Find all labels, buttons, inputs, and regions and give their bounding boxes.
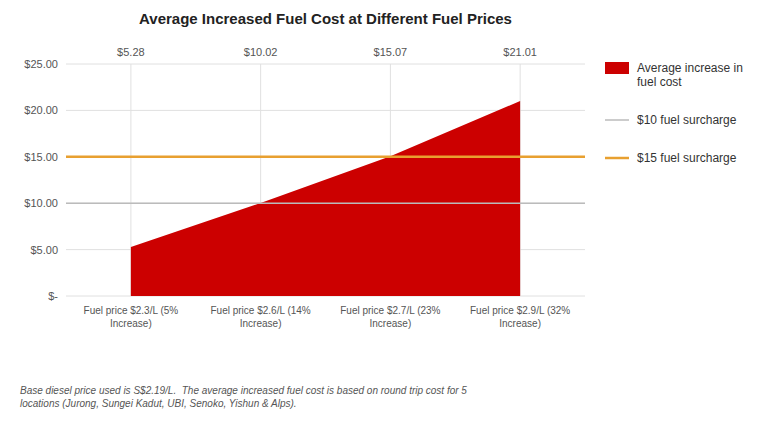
reference-line: [66, 202, 585, 204]
legend-swatch: [605, 62, 629, 74]
legend-swatch: [605, 157, 629, 160]
y-tick-label: $20.00: [24, 104, 58, 116]
reference-line: [66, 156, 585, 159]
data-label: $10.02: [244, 46, 278, 58]
x-tick-label: Fuel price $2.3/L (5% Increase): [84, 305, 179, 329]
legend-label: Average increase infuel cost: [637, 61, 743, 89]
text-line: Increase): [110, 318, 152, 329]
text-line: Fuel price $2.9/L (32%: [470, 305, 570, 316]
y-tick-label: $10.00: [24, 197, 58, 209]
text-line: Average increase in: [637, 61, 743, 75]
text-line: Fuel price $2.7/L (23%: [340, 305, 440, 316]
y-tick-label: $25.00: [24, 58, 58, 70]
y-tick-label: $-: [48, 290, 58, 302]
text-line: Increase): [370, 318, 412, 329]
chart: Average Increased Fuel Cost at Different…: [0, 0, 768, 422]
legend: Average increase infuel cost $10 fuel sur…: [605, 61, 743, 165]
text-line: Increase): [240, 318, 282, 329]
text-line: Fuel price $2.6/L (14%: [211, 305, 311, 316]
x-tick-label: Fuel price $2.9/L (32% Increase): [470, 305, 570, 329]
footnote: Base diesel price used is S$2.19/L. The …: [20, 385, 467, 409]
text-line: locations (Jurong, Sungei Kadut, UBI, Se…: [20, 398, 297, 409]
y-grid-line: [66, 64, 585, 65]
text-line: fuel cost: [637, 75, 682, 89]
y-tick-label: $5.00: [30, 244, 58, 256]
grid: [66, 64, 585, 296]
data-label: $15.07: [374, 46, 408, 58]
title: Average Increased Fuel Cost at Different…: [139, 10, 512, 27]
legend-label: $15 fuel surcharge: [637, 151, 737, 165]
y-grid-line: [66, 203, 585, 204]
x-tick-label: Fuel price $2.7/L (23% Increase): [340, 305, 440, 329]
y-grid-line: [66, 156, 585, 157]
text-line: Fuel price $2.3/L (5%: [84, 305, 179, 316]
area: [131, 101, 520, 296]
data-label: $21.01: [503, 46, 537, 58]
x-tick-label: Fuel price $2.6/L (14% Increase): [211, 305, 311, 329]
text-line: Increase): [499, 318, 541, 329]
text-line: Base diesel price used is S$2.19/L. The …: [20, 385, 467, 396]
legend-label: $10 fuel surcharge: [637, 113, 737, 127]
y-tick-label: $15.00: [24, 151, 58, 163]
data-label: $5.28: [117, 46, 145, 58]
legend-swatch: [605, 119, 629, 121]
text-line: $15 fuel surcharge: [637, 151, 737, 165]
text-line: $10 fuel surcharge: [637, 113, 737, 127]
plot-area: [66, 101, 585, 296]
